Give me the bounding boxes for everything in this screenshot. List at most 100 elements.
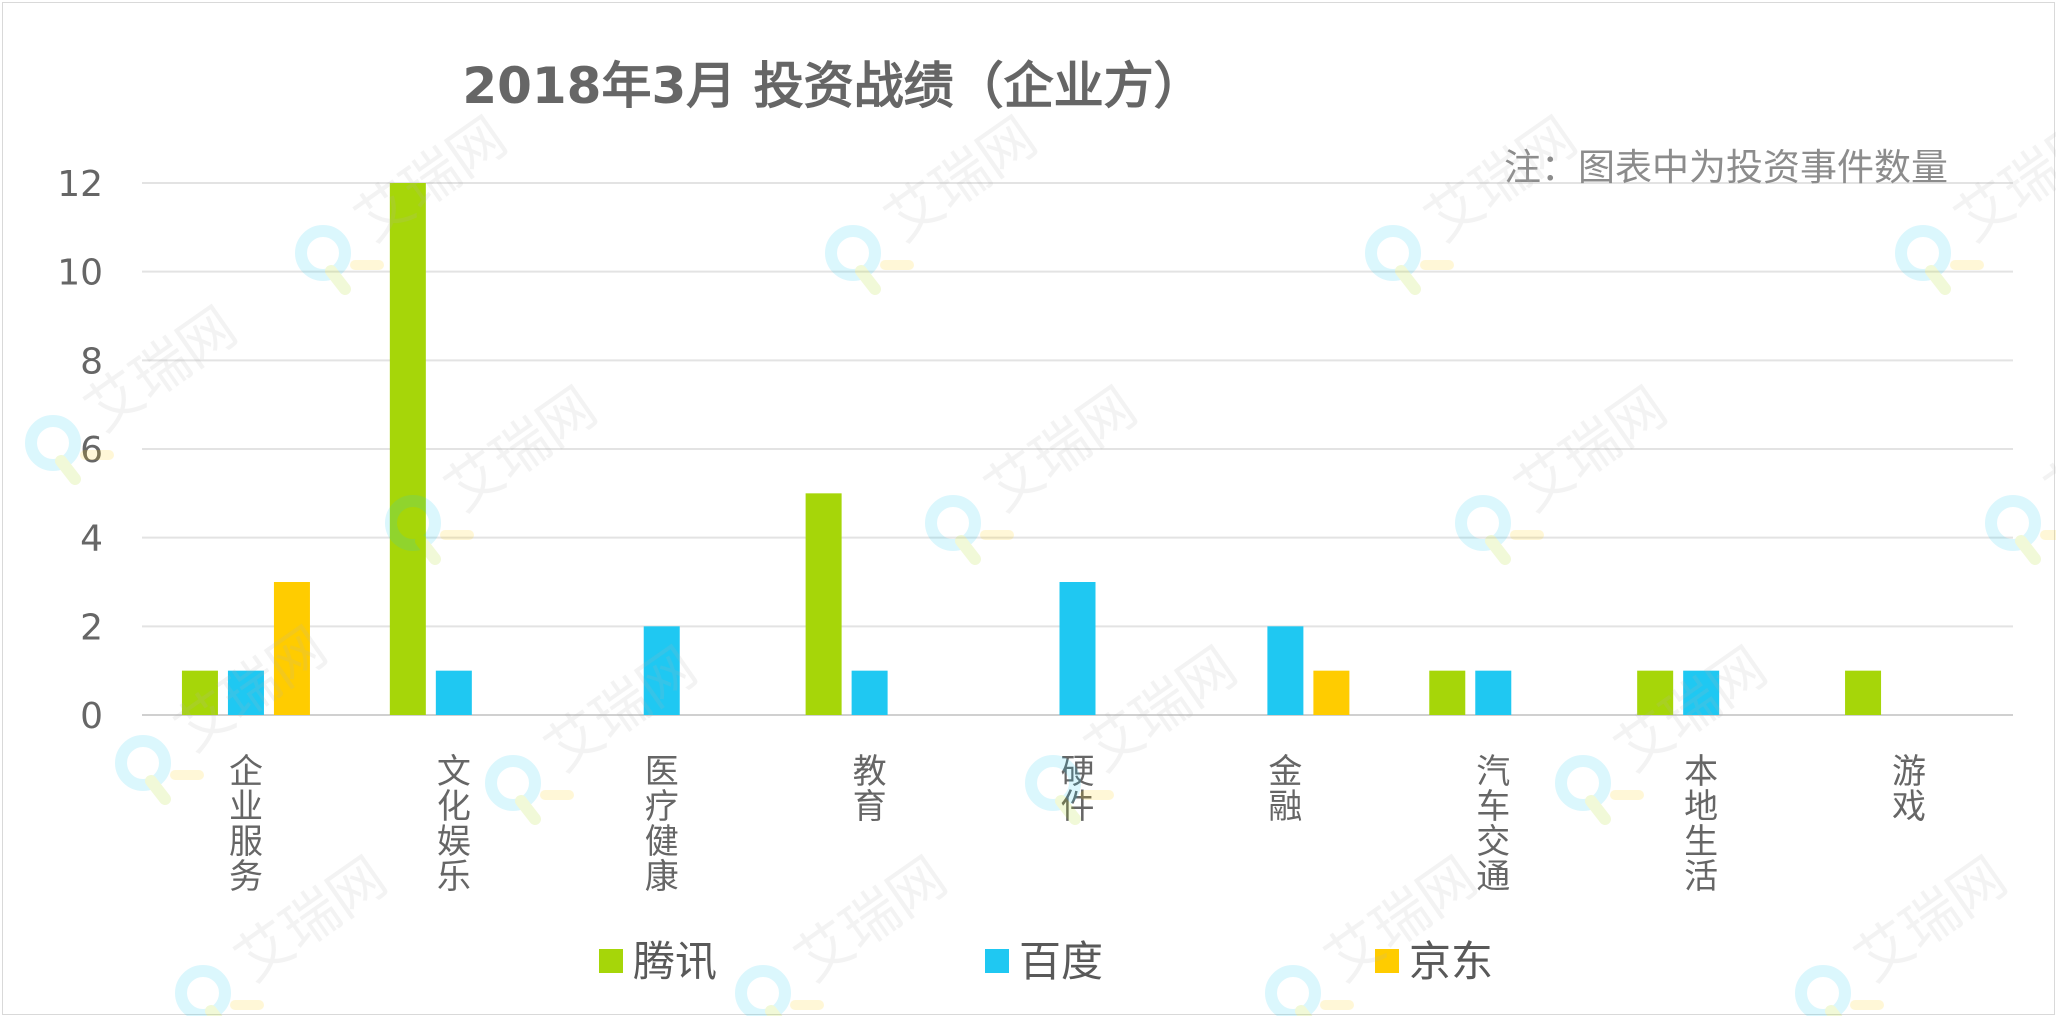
bar-百度-本地生活 bbox=[1683, 670, 1720, 715]
watermark-circle-icon bbox=[485, 755, 541, 811]
watermark-tail-icon bbox=[765, 1005, 783, 1016]
x-category-label: 金 bbox=[1268, 752, 1302, 792]
watermark-logo: 艾瑞网 bbox=[925, 375, 1149, 565]
watermark-tail-icon bbox=[515, 795, 541, 825]
y-tick-label: 12 bbox=[57, 164, 103, 205]
watermark-text: 艾瑞网 bbox=[2034, 375, 2056, 525]
chart-note: 注：图表中为投资事件数量 bbox=[1504, 146, 1948, 189]
bar-百度-医疗健康 bbox=[643, 626, 680, 715]
watermark-circle-icon bbox=[1365, 225, 1421, 281]
x-category-label: 硬 bbox=[1061, 752, 1095, 792]
x-category-label: 融 bbox=[1268, 787, 1302, 827]
watermark-tail-icon bbox=[415, 535, 441, 565]
legend-label: 腾讯 bbox=[633, 937, 717, 986]
x-category-label: 本 bbox=[1684, 752, 1718, 792]
watermark-text: 艾瑞网 bbox=[534, 635, 709, 785]
x-category-label: 健 bbox=[645, 822, 679, 862]
watermark-logo: 艾瑞网 bbox=[735, 845, 959, 1016]
watermark-circle-icon bbox=[825, 225, 881, 281]
watermark-logo: 艾瑞网 bbox=[1985, 375, 2056, 565]
x-category-label: 业 bbox=[229, 787, 263, 827]
x-category-label: 汽 bbox=[1476, 752, 1510, 792]
y-tick-label: 8 bbox=[80, 341, 103, 382]
x-category-label: 活 bbox=[1684, 857, 1718, 897]
bar-百度-汽车交通 bbox=[1475, 670, 1512, 715]
watermark-tail-icon bbox=[1925, 265, 1951, 295]
legend-swatch bbox=[1375, 949, 1399, 973]
x-category-label: 教 bbox=[853, 752, 887, 792]
x-category-label: 通 bbox=[1476, 857, 1510, 897]
watermark-logo: 艾瑞网 bbox=[25, 295, 249, 485]
legend-label: 百度 bbox=[1019, 937, 1103, 986]
watermark-tail-icon bbox=[55, 455, 81, 485]
watermark-tail-icon bbox=[1295, 1005, 1313, 1016]
watermark-circle-icon bbox=[1455, 495, 1511, 551]
x-category-label: 车 bbox=[1476, 787, 1510, 827]
watermark-logo: 艾瑞网 bbox=[1265, 845, 1489, 1016]
x-category-label: 服 bbox=[229, 822, 263, 862]
x-category-label: 游 bbox=[1892, 752, 1926, 792]
bar-京东-企业服务 bbox=[273, 582, 310, 715]
x-category-label: 育 bbox=[853, 787, 887, 827]
watermark-circle-icon bbox=[25, 415, 81, 471]
watermark-tail-icon bbox=[1055, 795, 1081, 825]
bar-百度-企业服务 bbox=[227, 670, 264, 715]
watermark-circle-icon bbox=[925, 495, 981, 551]
watermark-tail-icon bbox=[325, 265, 351, 295]
y-tick-label: 10 bbox=[57, 253, 103, 294]
y-tick-label: 4 bbox=[80, 519, 103, 560]
x-category-label: 企 bbox=[229, 752, 263, 792]
bar-百度-金融 bbox=[1267, 626, 1304, 715]
watermark-tail-icon bbox=[955, 535, 981, 565]
y-tick-label: 0 bbox=[80, 696, 103, 737]
x-category-label: 娱 bbox=[437, 822, 471, 862]
y-tick-label: 2 bbox=[80, 607, 103, 648]
watermark-tail-icon bbox=[855, 265, 881, 295]
legend-label: 京东 bbox=[1409, 937, 1493, 986]
watermark-circle-icon bbox=[1895, 225, 1951, 281]
watermark-text: 艾瑞网 bbox=[1844, 845, 2019, 995]
watermark-logo: 艾瑞网 bbox=[1365, 105, 1589, 295]
bar-腾讯-教育 bbox=[805, 493, 842, 715]
watermark-tail-icon bbox=[1395, 265, 1421, 295]
watermark-circle-icon bbox=[1795, 965, 1851, 1016]
x-category-label: 乐 bbox=[437, 857, 471, 897]
bar-chart: 2018年3月 投资战绩（企业方） 注：图表中为投资事件数量 0 2 4 6 8 10 12… bbox=[25, 57, 2056, 1016]
bar-腾讯-本地生活 bbox=[1637, 670, 1674, 715]
x-category-label: 文 bbox=[437, 752, 471, 792]
x-category-label: 医 bbox=[645, 752, 679, 792]
y-tick-label: 6 bbox=[80, 430, 103, 471]
x-category-label: 化 bbox=[437, 787, 471, 827]
x-category-label: 件 bbox=[1061, 787, 1095, 827]
watermark-text: 艾瑞网 bbox=[1074, 635, 1249, 785]
watermark-tail-icon bbox=[205, 1005, 223, 1016]
bar-百度-文化娱乐 bbox=[435, 670, 472, 715]
legend-swatch bbox=[599, 949, 623, 973]
bar-京东-金融 bbox=[1313, 670, 1350, 715]
watermark-circle-icon bbox=[295, 225, 351, 281]
watermark-logo: 艾瑞网 bbox=[1455, 375, 1679, 565]
watermark-circle-icon bbox=[1025, 755, 1081, 811]
x-category-label: 交 bbox=[1476, 822, 1510, 862]
watermark-tail-icon bbox=[2015, 535, 2041, 565]
watermark-circle-icon bbox=[385, 495, 441, 551]
bar-腾讯-游戏 bbox=[1845, 670, 1882, 715]
bar-腾讯-文化娱乐 bbox=[389, 183, 426, 715]
bar-百度-教育 bbox=[851, 670, 888, 715]
bar-腾讯-汽车交通 bbox=[1429, 670, 1466, 715]
legend-swatch bbox=[985, 949, 1009, 973]
watermark-logo: 艾瑞网 bbox=[175, 845, 399, 1016]
watermark-circle-icon bbox=[1555, 755, 1611, 811]
bar-腾讯-企业服务 bbox=[181, 670, 218, 715]
chart-title: 2018年3月 投资战绩（企业方） bbox=[462, 57, 1203, 115]
watermark-text: 艾瑞网 bbox=[874, 105, 1049, 255]
x-category-label: 地 bbox=[1684, 787, 1718, 827]
watermark-circle-icon bbox=[175, 965, 231, 1016]
watermark-tail-icon bbox=[1585, 795, 1611, 825]
bar-百度-硬件 bbox=[1059, 582, 1096, 715]
watermark-tail-icon bbox=[1825, 1005, 1843, 1016]
watermark-tail-icon bbox=[145, 775, 171, 805]
x-category-label: 务 bbox=[229, 857, 263, 897]
watermark-logo: 艾瑞网 bbox=[825, 105, 1049, 295]
